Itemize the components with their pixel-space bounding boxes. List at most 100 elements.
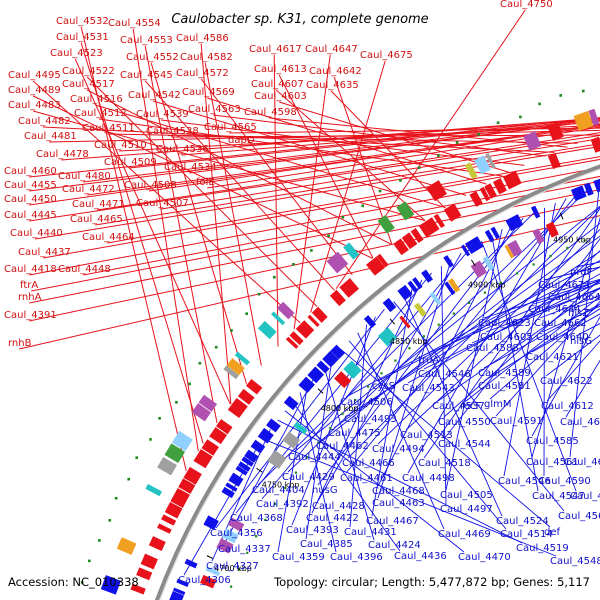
connector-forward [74,58,231,405]
gene-label-reverse: Caul_4640 [536,332,589,343]
cog-block-outer [157,456,177,476]
cog-block-inner [399,315,411,329]
gc-dot [305,456,309,459]
connector-reverse [465,296,600,402]
gc-dot [329,426,332,430]
cog-block-inner [282,431,301,449]
forward-gene-block [376,253,389,268]
gene-label-reverse: Caul_4327 [206,561,259,572]
connector-reverse [437,287,600,402]
gene-label-forward: Caul_4489 [8,85,61,96]
gc-dot [294,471,297,474]
connector-reverse [305,357,333,540]
connector-forward [29,125,600,206]
gc-dot [417,166,421,169]
forward-gene-block [422,217,440,235]
connector-forward [31,180,600,292]
forward-gene-block [418,223,431,238]
gc-dot [188,382,191,386]
gene-label-reverse: Caul_4470 [458,552,511,563]
reverse-gene-block [283,395,299,411]
connector-forward [330,90,446,209]
gene-label-reverse: Caul_4621 [526,352,579,363]
genome-backbone [154,164,600,600]
cog-block-outer [234,351,250,366]
connector-forward [293,54,331,330]
connector-forward [189,119,600,174]
gene-label-forward: Caul_4481 [24,131,77,142]
gc-dot [361,204,365,208]
gene-label-reverse: nrdF [570,267,593,278]
connector-reverse [471,287,600,344]
gene-label-forward: Caul_4464 [82,232,135,243]
forward-gene-block [209,427,228,445]
feature-tracks [80,89,600,600]
forward-gene-block [307,314,320,328]
connector-forward [80,42,204,444]
reverse-gene-block [593,178,600,193]
gc-dot [496,121,500,124]
gc-dot [274,502,277,505]
connector-reverse [348,340,507,530]
gc-dot [422,335,426,338]
connector-reverse [277,419,523,544]
forward-gene-block [140,553,158,570]
gene-label-reverse: Caul_4506 [340,397,393,408]
gene-label-reverse: Caul_4466 [342,458,395,469]
connector-reverse [485,288,600,333]
connector-reverse [407,273,600,384]
gene-label-forward: Caul_4617 [249,44,302,55]
connector-reverse [423,207,600,459]
connector-reverse [569,185,600,458]
gene-label-forward: Caul_4582 [180,52,233,63]
gc-dot [516,272,519,275]
forward-gene-block [329,289,346,307]
connector-reverse [277,383,309,553]
connector-forward [43,158,600,259]
gc-dot [255,535,258,538]
gene-label-reverse: Caul_4662 [534,318,587,329]
gene-label-reverse: Caul_4561 [526,457,579,468]
tick-mark [389,318,395,325]
connector-reverse [377,228,600,445]
connector-reverse [340,348,551,528]
gene-label-reverse: Caul_4623 [478,318,531,329]
reverse-gene-block [169,590,184,600]
gene-label-reverse: Caul_4626 [560,417,600,428]
gc-dot [284,487,287,490]
gene-label-forward: Caul_4675 [360,50,413,61]
connector-forward [132,28,199,452]
connector-reverse [321,222,600,442]
gc-dot [455,141,459,144]
cog-block-outer [271,311,286,326]
gene-label-reverse: Caul_4359 [272,552,325,563]
gene-label-forward: Caul_4465 [70,214,123,225]
reverse-gene-block [176,578,189,588]
gene-label-reverse: hisG [570,336,592,347]
gene-label-forward: rnhB [8,338,32,349]
gc-dot [477,133,480,136]
cog-block-outer [171,430,193,452]
connector-reverse [531,316,600,437]
tick-label: 4750 kbp [262,480,300,489]
gc-dot [538,102,541,106]
gene-label-reverse: Caul_4393 [286,525,339,536]
gene-label-reverse: Caul_4518 [418,458,471,469]
reverse-gene-block [505,214,524,232]
gc-dot [380,372,383,375]
gc-dot [98,539,101,542]
gene-label-forward: Caul_4563 [188,104,241,115]
connector-reverse [481,240,577,492]
gene-label-reverse: Caul_4546 [418,369,471,380]
gene-label-forward: Caul_4478 [36,149,89,160]
forward-gene-block [289,331,304,346]
connector-reverse [443,238,600,440]
gene-label-forward: Caul_4517 [62,79,115,90]
cog-block-inner [200,574,217,589]
gene-label-reverse: Caul_4436 [394,551,447,562]
reverse-gene-block [228,472,244,487]
forward-gene-block [443,203,462,222]
gc-dot [114,496,118,500]
connector-reverse [377,259,452,499]
